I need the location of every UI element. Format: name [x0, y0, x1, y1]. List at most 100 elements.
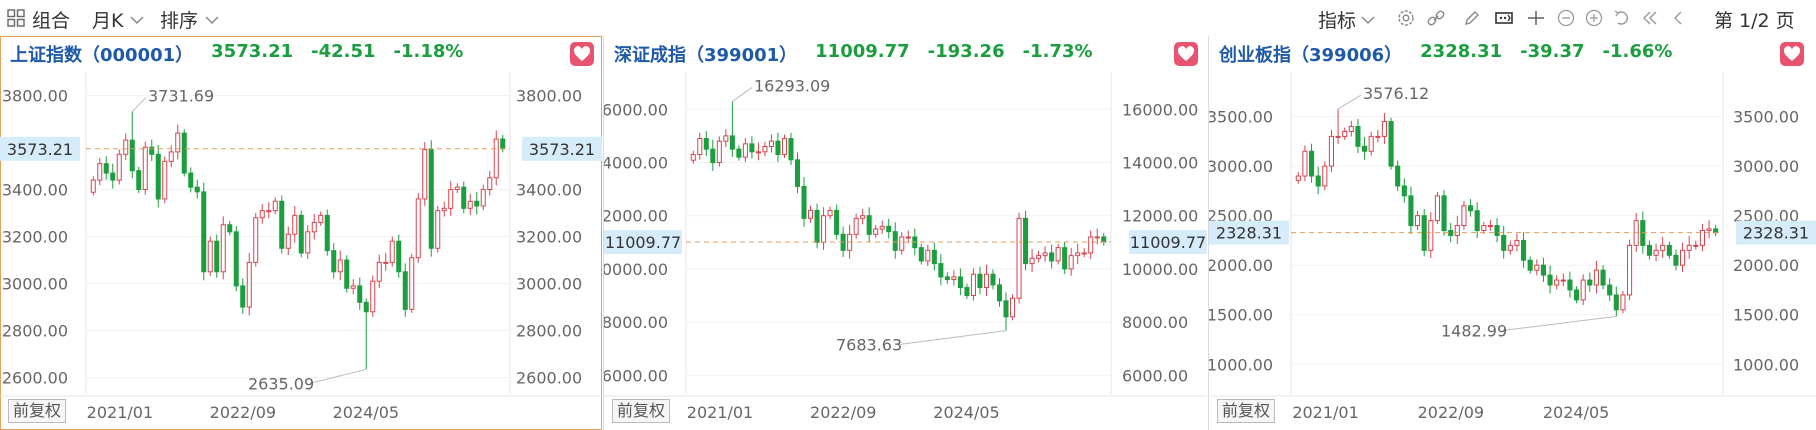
candle-down	[324, 214, 330, 252]
candle-down	[1408, 195, 1414, 227]
candle-up	[716, 140, 722, 163]
double-left-icon[interactable]	[1640, 8, 1660, 28]
candle-up	[350, 285, 356, 289]
candlestick-chart[interactable]: 2600.00 2600.00 2800.00 2800.00 3000.00 3000.…	[0, 36, 602, 430]
candle-up	[1068, 255, 1074, 270]
indicator-dropdown[interactable]: 指标	[1318, 6, 1376, 33]
zoom-in-icon[interactable]	[1584, 8, 1604, 28]
candle-down	[1003, 300, 1009, 318]
y-tick-label: 1500.00	[1733, 306, 1799, 325]
candle-up	[480, 189, 486, 207]
candle-down	[1607, 284, 1613, 296]
candle-down	[886, 225, 892, 233]
chevron-down-icon	[130, 15, 144, 24]
page-label: 第 1/2 页	[1714, 10, 1795, 32]
candle-down	[461, 186, 467, 209]
favorite-heart-icon[interactable]	[1780, 42, 1804, 66]
x-tick-label: 2022/09	[810, 403, 876, 422]
candle-up	[266, 210, 272, 213]
crosshair-icon[interactable]	[1526, 8, 1546, 28]
current-price-badge	[522, 136, 602, 161]
candle-up	[690, 153, 696, 161]
x-tick-label: 2022/09	[1418, 403, 1484, 422]
text-box-icon[interactable]	[1494, 8, 1514, 28]
candle-up	[1593, 269, 1599, 286]
index-change-pct: -1.73%	[1022, 41, 1093, 62]
candle-up	[1055, 247, 1061, 262]
toolbar: 组合 月K 排序 指标 第 1/2 页	[0, 0, 1816, 36]
candle-up	[454, 186, 460, 191]
index-price: 11009.77	[815, 41, 910, 62]
candlestick-chart[interactable]: 6000.00 6000.00 8000.00 8000.00 10000.00 1000…	[604, 36, 1207, 430]
y-tick-label: 3000.00	[516, 275, 582, 294]
candle-down	[1049, 252, 1055, 262]
index-price: 3573.21	[211, 41, 294, 62]
current-price-label: 3573.21	[529, 140, 595, 159]
candle-down	[1527, 259, 1533, 271]
sort-label: 排序	[160, 10, 199, 32]
index-name[interactable]: 上证指数（000001）	[10, 45, 194, 66]
panel-divider	[603, 36, 604, 430]
pencil-icon[interactable]	[1462, 8, 1482, 28]
period-dropdown[interactable]: 月K	[92, 6, 145, 33]
candle-up	[448, 189, 454, 209]
candle-up	[781, 138, 787, 155]
adjust-button[interactable]: 前复权	[1217, 399, 1276, 423]
chart-panel-shanghai[interactable]: 上证指数（000001） 3573.21 -42.51 -1.18% 2600.…	[0, 36, 602, 430]
undo-icon[interactable]	[1612, 8, 1632, 28]
link-icon[interactable]	[1426, 8, 1446, 28]
candle-down	[1468, 205, 1474, 212]
settings-icon[interactable]	[1396, 8, 1416, 28]
current-price-label: 11009.77	[1130, 233, 1206, 252]
candle-down	[1315, 175, 1321, 187]
candle-down	[1587, 279, 1593, 286]
candle-down	[1613, 294, 1619, 311]
candle-down	[1713, 228, 1719, 234]
grid-icon[interactable]	[6, 8, 26, 28]
chart-panel-shenzhen[interactable]: 深证成指（399001） 11009.77 -193.26 -1.73% 600…	[604, 36, 1207, 430]
combo-button[interactable]: 组合	[32, 6, 70, 33]
candle-down	[964, 287, 970, 297]
zoom-out-icon[interactable]	[1556, 8, 1576, 28]
index-name[interactable]: 深证成指（399001）	[614, 45, 798, 66]
y-tick-label: 3400.00	[516, 181, 582, 200]
candle-down	[1501, 234, 1507, 251]
adjust-button[interactable]: 前复权	[612, 399, 671, 423]
candle-up	[1415, 215, 1421, 227]
candle-down	[396, 240, 402, 273]
candle-up	[768, 140, 774, 148]
adjust-button[interactable]: 前复权	[8, 399, 67, 423]
candle-down	[996, 284, 1003, 302]
favorite-heart-icon[interactable]	[1174, 42, 1198, 66]
candle-up	[1075, 252, 1081, 257]
y-tick-label: 3200.00	[2, 228, 68, 247]
candle-up	[337, 259, 343, 273]
favorite-heart-icon[interactable]	[570, 42, 594, 66]
candle-up	[1029, 257, 1035, 265]
chevron-left-icon[interactable]	[1668, 8, 1688, 28]
y-tick-label: 2000.00	[1209, 256, 1273, 275]
low-annotation: 2635.09	[248, 374, 314, 393]
candle-down	[931, 249, 937, 265]
candle-down	[1540, 264, 1546, 276]
candlestick-chart[interactable]: 1000.00 1000.00 1500.00 1500.00 2000.00 2000.…	[1209, 36, 1816, 430]
candle-up	[1322, 165, 1328, 187]
y-tick-label: 2800.00	[2, 322, 68, 341]
candle-up	[272, 200, 278, 212]
chart-panel-chinext[interactable]: 创业板指（399006） 2328.31 -39.37 -1.66% 1000.…	[1209, 36, 1816, 430]
candle-down	[500, 138, 506, 150]
candle-up	[1081, 252, 1087, 255]
candle-down	[1547, 274, 1553, 286]
candle-up	[983, 273, 989, 289]
x-tick-label: 2022/09	[210, 403, 276, 422]
high-annotation: 16293.09	[754, 76, 830, 95]
candle-up	[415, 198, 421, 259]
candle-up	[1706, 228, 1712, 232]
candle-down	[938, 263, 944, 278]
y-tick-label: 3000.00	[1733, 157, 1799, 176]
index-name[interactable]: 创业板指（399006）	[1219, 45, 1403, 66]
x-tick-label: 2021/01	[87, 403, 153, 422]
candle-up	[821, 215, 827, 243]
candle-up	[1507, 244, 1513, 251]
sort-dropdown[interactable]: 排序	[160, 6, 220, 33]
